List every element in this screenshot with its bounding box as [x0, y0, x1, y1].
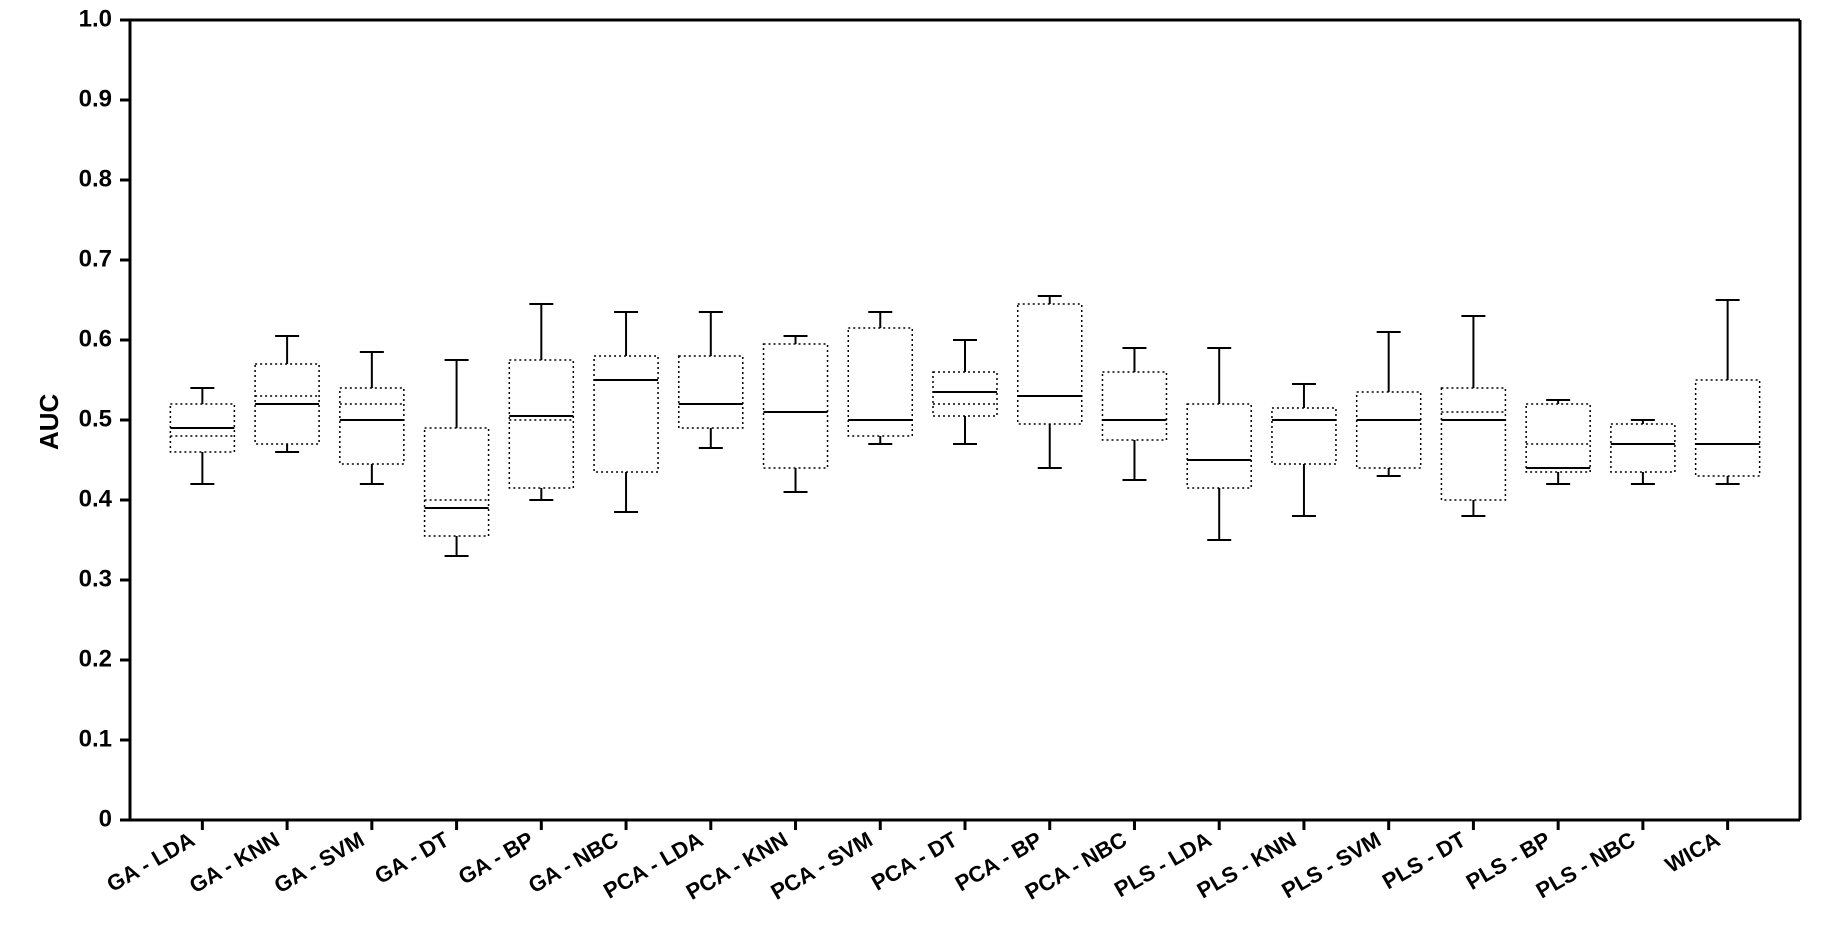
box — [764, 344, 828, 468]
box — [1102, 372, 1166, 440]
xtick-label: PCA - DT — [867, 826, 962, 895]
ytick-label: 0.6 — [79, 325, 112, 352]
ytick-label: 0.9 — [79, 85, 112, 112]
box — [679, 356, 743, 428]
box — [1611, 424, 1675, 472]
box — [1272, 408, 1336, 464]
xtick-label: GA - SVM — [270, 827, 369, 898]
boxplot-chart: 00.10.20.30.40.50.60.70.80.91.0GA - LDAG… — [0, 0, 1830, 932]
xtick-label: GA - DT — [370, 826, 453, 888]
ytick-label: 1.0 — [79, 5, 112, 32]
ytick-label: 0.1 — [79, 725, 112, 752]
box — [509, 360, 573, 488]
box — [1357, 392, 1421, 468]
ytick-label: 0.8 — [79, 165, 112, 192]
box — [425, 428, 489, 536]
xtick-label: PLS - DT — [1378, 826, 1470, 894]
ytick-label: 0.5 — [79, 405, 112, 432]
chart-svg: 00.10.20.30.40.50.60.70.80.91.0GA - LDAG… — [0, 0, 1830, 932]
ytick-label: 0.4 — [79, 485, 113, 512]
box — [1187, 404, 1251, 488]
ytick-label: 0.2 — [79, 645, 112, 672]
box — [1018, 304, 1082, 424]
y-axis-label: AUC — [34, 394, 65, 450]
ytick-label: 0.7 — [79, 245, 112, 272]
ytick-label: 0.3 — [79, 565, 112, 592]
box — [340, 388, 404, 464]
box — [1526, 404, 1590, 472]
xtick-label: WICA — [1661, 827, 1724, 878]
box — [1696, 380, 1760, 476]
xtick-label: GA - KNN — [185, 827, 284, 898]
box — [1441, 388, 1505, 500]
xtick-label: GA - LDA — [102, 827, 199, 897]
ytick-label: 0 — [99, 805, 112, 832]
box — [933, 372, 997, 416]
box — [594, 356, 658, 472]
